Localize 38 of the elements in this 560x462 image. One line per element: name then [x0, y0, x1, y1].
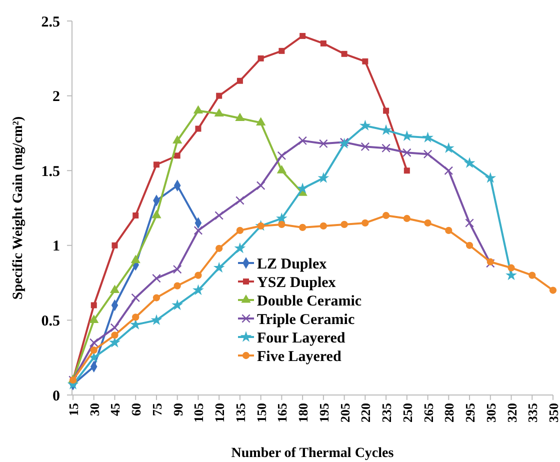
x-tick-label: 220 [358, 403, 374, 422]
x-tick-label: 60 [128, 403, 144, 416]
x-tick-label: 235 [379, 402, 394, 422]
x-tick-label: 295 [462, 402, 478, 422]
x-tick-label: 180 [296, 403, 311, 422]
legend-label: Triple Ceramic [257, 312, 355, 328]
x-tick-label: 265 [420, 402, 436, 422]
y-tick-label: 0 [52, 388, 60, 404]
x-tick-label: 165 [274, 402, 290, 422]
x-tick-label: 30 [86, 403, 102, 416]
x-tick-label: 305 [483, 402, 498, 422]
x-tick-label: 90 [170, 403, 186, 416]
y-tick-label: 0.5 [41, 313, 60, 330]
x-tick-label: 350 [546, 403, 560, 422]
x-tick-label: 75 [149, 402, 164, 416]
legend-label: Double Ceramic [257, 293, 362, 310]
x-tick-label: 15 [66, 402, 81, 416]
legend-label: LZ Duplex [257, 256, 328, 272]
y-tick-label: 1.5 [41, 164, 60, 180]
x-tick-label: 135 [232, 402, 248, 422]
x-tick-label: 45 [108, 402, 123, 416]
legend-label: Four Layered [257, 330, 346, 346]
legend-label: Five Layered [257, 348, 342, 365]
x-axis-title: Number of Thermal Cycles [231, 446, 394, 461]
y-axis-title: Specific Weight Gain (mg/cm²) [11, 116, 26, 300]
x-tick-label: 195 [316, 402, 332, 422]
y-tick-label: 2 [52, 89, 60, 106]
x-tick-label: 205 [337, 402, 352, 422]
x-tick-label: 105 [191, 402, 206, 422]
x-tick-label: 280 [442, 403, 457, 422]
x-tick-label: 335 [525, 402, 540, 422]
x-tick-label: 320 [504, 403, 520, 422]
x-tick-label: 120 [212, 403, 228, 422]
legend-label: YSZ Duplex [257, 274, 336, 291]
x-tick-label: 150 [254, 403, 269, 422]
y-tick-label: 1 [52, 238, 60, 255]
x-tick-label: 250 [400, 403, 415, 422]
y-tick-label: 2.5 [41, 14, 60, 30]
